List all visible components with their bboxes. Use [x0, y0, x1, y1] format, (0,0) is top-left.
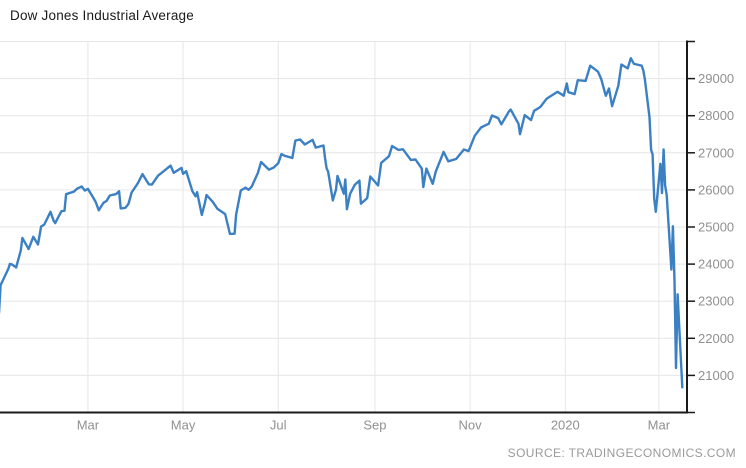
y-axis-tick-label: 28000	[698, 108, 734, 123]
x-axis-tick-label: Jul	[270, 418, 287, 433]
y-axis-tick-label: 29000	[698, 71, 734, 86]
x-axis-tick-label: May	[171, 418, 196, 433]
price-line-series	[0, 57, 684, 389]
y-axis-tick-label: 23000	[698, 294, 734, 309]
y-axis-tick-label: 22000	[698, 331, 734, 346]
x-axis-tick-label: Mar	[648, 418, 671, 433]
x-axis-tick-label: Mar	[77, 418, 100, 433]
y-axis-tick-label: 26000	[698, 182, 734, 197]
source-attribution: SOURCE: TRADINGECONOMICS.COM	[507, 446, 736, 460]
x-axis-tick-label: Nov	[459, 418, 483, 433]
x-axis-tick-label: 2020	[551, 418, 580, 433]
x-axis-tick-label: Sep	[363, 418, 386, 433]
chart-plot-area[interactable]	[0, 42, 687, 413]
y-axis-tick-label: 21000	[698, 368, 734, 383]
y-axis-tick-label: 27000	[698, 145, 734, 160]
chart-title: Dow Jones Industrial Average	[10, 8, 194, 23]
y-axis-tick-label: 24000	[698, 257, 734, 272]
y-axis-tick-label: 25000	[698, 220, 734, 235]
